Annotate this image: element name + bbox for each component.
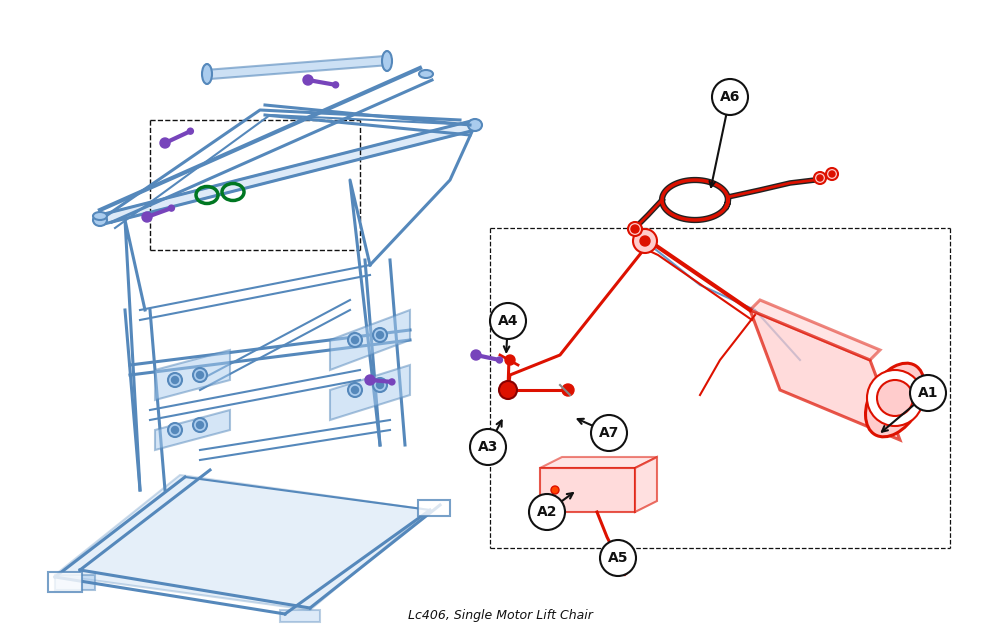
Ellipse shape bbox=[202, 64, 212, 84]
Polygon shape bbox=[330, 365, 410, 420]
Text: A3: A3 bbox=[478, 440, 498, 454]
Ellipse shape bbox=[419, 70, 433, 78]
Circle shape bbox=[591, 415, 627, 451]
Circle shape bbox=[470, 429, 506, 465]
Circle shape bbox=[168, 205, 174, 211]
Circle shape bbox=[172, 426, 178, 434]
Polygon shape bbox=[540, 457, 657, 468]
Polygon shape bbox=[418, 500, 450, 516]
Circle shape bbox=[193, 418, 207, 432]
Circle shape bbox=[867, 370, 923, 426]
Polygon shape bbox=[155, 410, 230, 450]
Text: A7: A7 bbox=[599, 426, 619, 440]
Polygon shape bbox=[205, 56, 390, 79]
Circle shape bbox=[829, 171, 835, 177]
Circle shape bbox=[348, 333, 362, 347]
Circle shape bbox=[348, 383, 362, 397]
Circle shape bbox=[376, 331, 384, 338]
Circle shape bbox=[373, 328, 387, 342]
Circle shape bbox=[628, 222, 642, 236]
Text: Lc406, Single Motor Lift Chair: Lc406, Single Motor Lift Chair bbox=[408, 608, 592, 622]
Polygon shape bbox=[750, 310, 900, 440]
Circle shape bbox=[600, 540, 636, 576]
Text: A1: A1 bbox=[918, 386, 938, 400]
Ellipse shape bbox=[866, 363, 924, 437]
Circle shape bbox=[505, 355, 515, 365]
Circle shape bbox=[373, 378, 387, 392]
Circle shape bbox=[817, 175, 823, 181]
Circle shape bbox=[633, 229, 657, 253]
Circle shape bbox=[529, 494, 565, 530]
Ellipse shape bbox=[382, 51, 392, 71]
Circle shape bbox=[376, 381, 384, 389]
Polygon shape bbox=[330, 310, 410, 370]
Ellipse shape bbox=[93, 212, 107, 220]
Circle shape bbox=[814, 172, 826, 184]
Circle shape bbox=[303, 75, 313, 85]
Circle shape bbox=[877, 380, 913, 416]
Circle shape bbox=[389, 379, 395, 385]
Circle shape bbox=[551, 486, 559, 494]
Polygon shape bbox=[55, 475, 430, 610]
Circle shape bbox=[172, 376, 178, 384]
Circle shape bbox=[365, 375, 375, 385]
Circle shape bbox=[640, 236, 650, 246]
Circle shape bbox=[160, 138, 170, 148]
Circle shape bbox=[168, 373, 182, 387]
Circle shape bbox=[910, 375, 946, 411]
Polygon shape bbox=[100, 120, 475, 225]
Circle shape bbox=[352, 336, 358, 343]
Circle shape bbox=[490, 303, 526, 339]
Polygon shape bbox=[540, 468, 635, 512]
Text: A4: A4 bbox=[498, 314, 518, 328]
Polygon shape bbox=[48, 572, 82, 592]
Polygon shape bbox=[750, 300, 880, 360]
Circle shape bbox=[471, 350, 481, 360]
Circle shape bbox=[193, 368, 207, 382]
Circle shape bbox=[499, 381, 517, 399]
Circle shape bbox=[826, 168, 838, 180]
Polygon shape bbox=[155, 350, 230, 400]
Text: A5: A5 bbox=[608, 551, 628, 565]
Polygon shape bbox=[280, 610, 320, 622]
Circle shape bbox=[333, 82, 339, 88]
Circle shape bbox=[196, 421, 204, 429]
Circle shape bbox=[187, 128, 193, 134]
Circle shape bbox=[631, 225, 639, 233]
Circle shape bbox=[562, 384, 574, 396]
Text: A6: A6 bbox=[720, 90, 740, 104]
Text: A2: A2 bbox=[537, 505, 557, 519]
Circle shape bbox=[712, 79, 748, 115]
Circle shape bbox=[196, 371, 204, 379]
Ellipse shape bbox=[93, 214, 107, 226]
Polygon shape bbox=[55, 575, 95, 590]
Circle shape bbox=[352, 386, 358, 394]
Polygon shape bbox=[635, 457, 657, 512]
Circle shape bbox=[614, 559, 624, 569]
Ellipse shape bbox=[468, 119, 482, 131]
Circle shape bbox=[168, 423, 182, 437]
Circle shape bbox=[142, 212, 152, 222]
Circle shape bbox=[496, 357, 502, 363]
